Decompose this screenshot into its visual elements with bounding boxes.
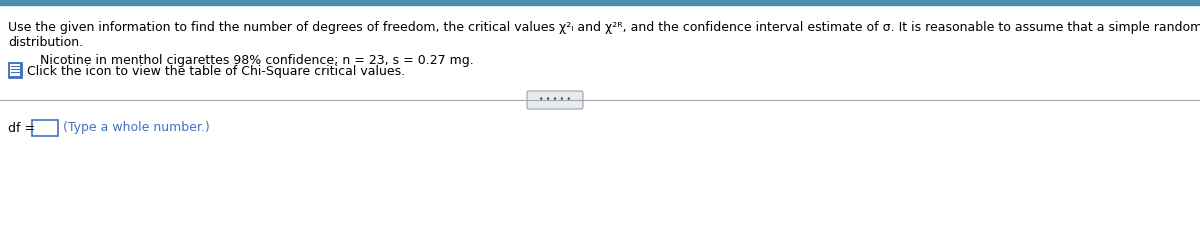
Bar xyxy=(10,64,20,76)
Text: distribution.: distribution. xyxy=(8,36,83,49)
Text: Click the icon to view the table of Chi-Square critical values.: Click the icon to view the table of Chi-… xyxy=(28,64,406,77)
Bar xyxy=(8,62,22,78)
Text: (Type a whole number.): (Type a whole number.) xyxy=(64,122,210,135)
Bar xyxy=(32,120,58,136)
Text: df =: df = xyxy=(8,122,40,135)
Text: Nicotine in menthol cigarettes 98% confidence; n = 23, s = 0.27 mg.: Nicotine in menthol cigarettes 98% confi… xyxy=(40,54,474,67)
Text: Use the given information to find the number of degrees of freedom, the critical: Use the given information to find the nu… xyxy=(8,21,1200,34)
Bar xyxy=(0,0,1200,5)
FancyBboxPatch shape xyxy=(527,91,583,109)
Text: • • • • •: • • • • • xyxy=(539,96,571,105)
